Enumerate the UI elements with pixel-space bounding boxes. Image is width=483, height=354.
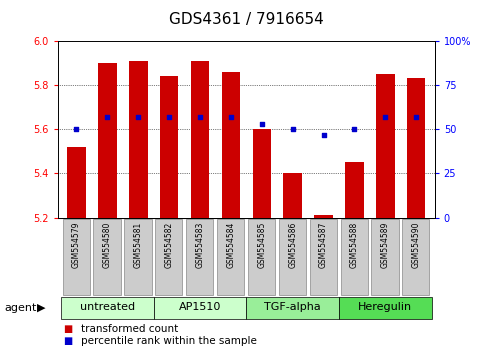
FancyBboxPatch shape xyxy=(339,297,432,319)
Text: GSM554586: GSM554586 xyxy=(288,222,297,268)
FancyBboxPatch shape xyxy=(246,297,339,319)
FancyBboxPatch shape xyxy=(63,219,90,295)
Point xyxy=(196,114,204,120)
FancyBboxPatch shape xyxy=(341,219,368,295)
Text: ▶: ▶ xyxy=(37,303,45,313)
Text: GSM554584: GSM554584 xyxy=(227,222,235,268)
FancyBboxPatch shape xyxy=(310,219,337,295)
Point xyxy=(351,126,358,132)
Bar xyxy=(284,173,302,218)
FancyBboxPatch shape xyxy=(371,219,398,295)
FancyBboxPatch shape xyxy=(155,219,183,295)
FancyBboxPatch shape xyxy=(186,219,213,295)
Point xyxy=(227,114,235,120)
Text: GSM554585: GSM554585 xyxy=(257,222,266,268)
Bar xyxy=(345,162,364,218)
Point xyxy=(289,126,297,132)
Bar xyxy=(314,216,333,218)
Point xyxy=(382,114,389,120)
Text: GSM554590: GSM554590 xyxy=(412,222,421,268)
Bar xyxy=(160,76,178,218)
FancyBboxPatch shape xyxy=(402,219,429,295)
Text: GSM554587: GSM554587 xyxy=(319,222,328,268)
Text: GDS4361 / 7916654: GDS4361 / 7916654 xyxy=(169,12,324,27)
Point xyxy=(258,121,266,127)
Text: TGF-alpha: TGF-alpha xyxy=(264,302,321,313)
FancyBboxPatch shape xyxy=(248,219,275,295)
Text: GSM554589: GSM554589 xyxy=(381,222,390,268)
Text: AP1510: AP1510 xyxy=(179,302,221,313)
FancyBboxPatch shape xyxy=(61,297,154,319)
Text: ■: ■ xyxy=(63,324,72,333)
Point xyxy=(103,114,111,120)
FancyBboxPatch shape xyxy=(124,219,152,295)
Text: GSM554580: GSM554580 xyxy=(103,222,112,268)
Text: transformed count: transformed count xyxy=(81,324,178,333)
Point xyxy=(412,114,420,120)
Text: ■: ■ xyxy=(63,336,72,346)
Text: Heregulin: Heregulin xyxy=(358,302,412,313)
Bar xyxy=(191,61,209,218)
Point xyxy=(165,114,173,120)
Bar xyxy=(376,74,395,218)
Text: GSM554582: GSM554582 xyxy=(165,222,173,268)
FancyBboxPatch shape xyxy=(154,297,246,319)
Point xyxy=(72,126,80,132)
Bar xyxy=(67,147,86,218)
Bar xyxy=(98,63,116,218)
Text: untreated: untreated xyxy=(80,302,135,313)
FancyBboxPatch shape xyxy=(217,219,244,295)
Bar xyxy=(407,78,426,218)
Text: agent: agent xyxy=(5,303,37,313)
Text: percentile rank within the sample: percentile rank within the sample xyxy=(81,336,257,346)
FancyBboxPatch shape xyxy=(94,219,121,295)
Text: GSM554581: GSM554581 xyxy=(134,222,143,268)
Point xyxy=(134,114,142,120)
Bar xyxy=(129,61,147,218)
Bar xyxy=(222,72,240,218)
Text: GSM554583: GSM554583 xyxy=(196,222,204,268)
Text: GSM554579: GSM554579 xyxy=(72,222,81,268)
Bar xyxy=(253,129,271,218)
Text: GSM554588: GSM554588 xyxy=(350,222,359,268)
Point xyxy=(320,132,327,137)
FancyBboxPatch shape xyxy=(279,219,306,295)
